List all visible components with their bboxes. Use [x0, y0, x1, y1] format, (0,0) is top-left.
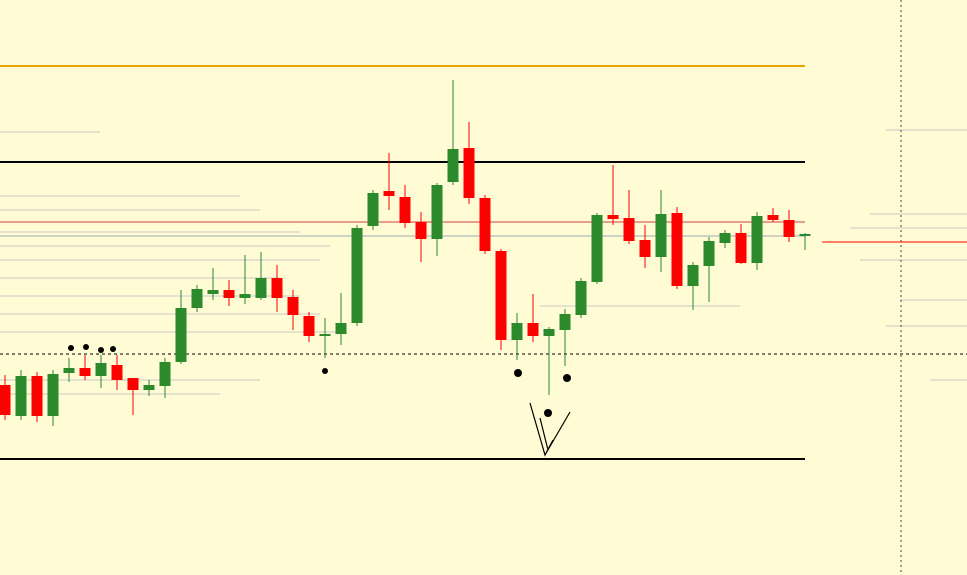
candle-body	[559, 314, 571, 330]
candle-body	[751, 216, 763, 263]
candle-body	[463, 148, 475, 198]
candle-body	[591, 215, 603, 282]
candle-body	[335, 323, 347, 334]
candle-body	[351, 228, 363, 323]
candle-body	[111, 365, 123, 380]
candle-body	[159, 362, 171, 386]
candle-body	[143, 385, 155, 390]
candle-body	[495, 251, 507, 340]
candle-body	[543, 329, 555, 336]
candle-body	[639, 240, 651, 257]
candle-body	[239, 294, 251, 298]
candle-body	[447, 149, 459, 182]
candle-body	[367, 193, 379, 226]
candles	[0, 80, 811, 426]
candle-body	[735, 233, 747, 263]
candle-body	[15, 376, 27, 416]
candle-body	[671, 213, 683, 286]
candle-body	[63, 368, 75, 373]
candle-body	[623, 218, 635, 241]
annotations	[68, 344, 571, 457]
candle-body	[655, 214, 667, 257]
candle-body	[127, 378, 139, 390]
levels	[0, 65, 967, 460]
candle-body	[783, 220, 795, 237]
candle-body	[383, 191, 395, 196]
candle-body	[95, 363, 107, 376]
candle-body	[767, 215, 779, 220]
candle-body	[47, 374, 59, 416]
candle-body	[719, 233, 731, 243]
candle-body	[511, 323, 523, 340]
candle-body	[527, 323, 539, 336]
candle-body	[79, 368, 91, 376]
candle-body	[191, 289, 203, 308]
candle-body	[399, 197, 411, 223]
candle-body	[223, 290, 235, 298]
candle-body	[687, 265, 699, 286]
candle-body	[0, 385, 11, 415]
candle-body	[175, 308, 187, 362]
candle-body	[703, 241, 715, 266]
candle-body	[415, 222, 427, 239]
candle-body	[575, 281, 587, 315]
candle-body	[287, 297, 299, 315]
candle-body	[479, 198, 491, 251]
candle-body	[207, 290, 219, 294]
candle-body	[255, 278, 267, 298]
candle-body	[319, 334, 331, 336]
candle-body	[303, 316, 315, 336]
candle-body	[431, 185, 443, 239]
candle-body	[271, 278, 283, 298]
candle-body	[31, 376, 43, 416]
candle-body	[799, 234, 811, 236]
candle-body	[607, 215, 619, 219]
